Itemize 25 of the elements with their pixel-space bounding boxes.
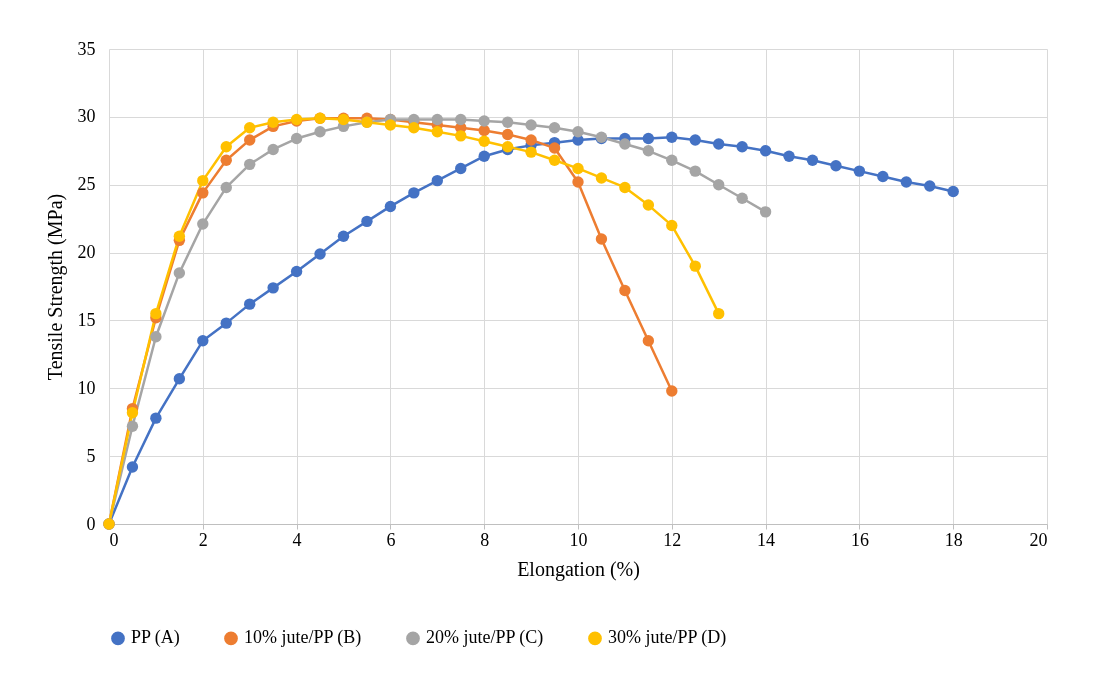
y-tick-label: 20 [77, 242, 96, 263]
y-tick-label: 5 [86, 445, 96, 466]
x-axis-title: Elongation (%) [517, 557, 640, 581]
x-tick-label: 10 [569, 529, 588, 550]
x-tick-label: 2 [198, 529, 208, 550]
legend-label: PP (A) [131, 627, 180, 649]
y-tick-label: 0 [86, 513, 96, 534]
x-tick-label: 18 [944, 529, 963, 550]
x-tick-label: 0 [109, 529, 119, 550]
y-tick-label: 25 [77, 174, 96, 195]
legend-label: 10% jute/PP (B) [244, 627, 362, 649]
y-tick-label: 10 [77, 377, 96, 398]
x-tick-label: 6 [386, 529, 396, 550]
x-tick-label: 14 [757, 529, 776, 550]
y-tick-label: 30 [77, 106, 96, 127]
y-axis-title: Tensile Strength (MPa) [43, 193, 67, 381]
x-tick-label: 12 [663, 529, 682, 550]
x-tick-label: 8 [480, 529, 490, 550]
y-tick-label: 15 [77, 309, 96, 330]
x-tick-label: 20 [1029, 529, 1048, 550]
x-tick-label: 4 [292, 529, 302, 550]
legend-label: 30% jute/PP (D) [608, 627, 727, 649]
legend-label: 20% jute/PP (C) [426, 627, 544, 649]
x-tick-label: 16 [850, 529, 869, 550]
y-tick-label: 35 [77, 38, 96, 59]
